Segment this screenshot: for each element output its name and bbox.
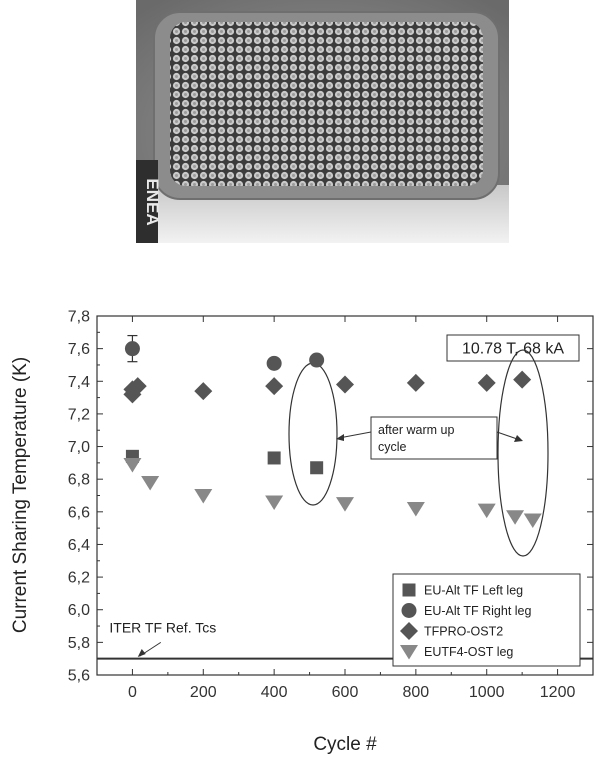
annotation-box: after warm up cycle	[336, 416, 523, 460]
data-point	[406, 502, 425, 517]
tcs-chart: 5,6 5,8 6,0 6,2 6,4 6,6 6,8 7,0 7,2 7,4 7,6 7,8 0 20…	[10, 309, 594, 755]
y-axis-ticks: 5,6 5,8 6,0 6,2 6,4 6,6 6,8 7,0 7,2 7,4 7,6 7,8	[68, 309, 593, 685]
y-tick-label: 6,0	[68, 602, 90, 619]
x-tick-label: 800	[403, 684, 430, 701]
data-point	[194, 489, 213, 504]
legend-marker	[402, 583, 416, 597]
enea-logo: ENEA	[143, 178, 162, 225]
warmup-ellipse-right	[497, 349, 549, 557]
y-tick-label: 7,8	[68, 309, 90, 326]
y-tick-label: 7,6	[68, 341, 90, 358]
y-tick-label: 6,8	[68, 472, 90, 489]
data-point	[406, 373, 425, 392]
data-point	[128, 377, 147, 396]
data-point	[336, 497, 354, 512]
data-point	[477, 373, 496, 392]
data-point	[523, 513, 542, 528]
legend-label: EUTF4-OST leg	[424, 645, 513, 659]
series-4	[123, 457, 542, 528]
x-tick-label: 1200	[540, 684, 576, 701]
y-tick-label: 6,2	[68, 570, 90, 587]
legend-marker	[400, 645, 418, 660]
legend: EU-Alt TF Left leg EU-Alt TF Right leg TFP…	[392, 573, 581, 667]
condition-label: 10.78 T, 68 kA	[462, 341, 564, 358]
data-series	[123, 334, 542, 528]
x-tick-label: 1000	[469, 684, 505, 701]
data-point	[266, 355, 282, 371]
data-point	[336, 375, 354, 394]
warmup-ellipse-left	[288, 362, 338, 506]
series-2	[124, 334, 325, 371]
legend-marker	[400, 622, 418, 640]
data-point	[477, 503, 496, 519]
data-point	[310, 461, 324, 475]
x-tick-label: 0	[128, 684, 137, 701]
conductor-cross-section-photo: ENEA	[136, 0, 509, 243]
x-tick-label: 600	[332, 684, 359, 701]
data-point	[123, 457, 142, 473]
series-3	[123, 370, 532, 404]
reference-line-label: ITER TF Ref. Tcs	[109, 620, 216, 636]
annotation-line2: cycle	[378, 440, 407, 454]
x-tick-label: 200	[190, 684, 217, 701]
data-point	[265, 495, 284, 511]
data-point	[513, 370, 532, 389]
x-axis-label: Cycle #	[313, 734, 377, 755]
legend-label: TFPRO-OST2	[424, 625, 503, 639]
annotation-line1: after warm up	[378, 423, 454, 437]
y-tick-label: 6,4	[68, 537, 90, 554]
data-point	[141, 475, 160, 491]
y-tick-label: 7,0	[68, 439, 90, 456]
y-tick-label: 7,4	[68, 374, 90, 391]
y-tick-label: 5,6	[68, 668, 90, 685]
condition-box: 10.78 T, 68 kA	[446, 334, 580, 362]
data-point	[267, 451, 281, 465]
data-point	[309, 352, 325, 368]
legend-label: EU-Alt TF Right leg	[424, 604, 531, 618]
y-tick-label: 7,2	[68, 406, 90, 423]
x-axis-ticks: 0 200 400 600 800 1000 1200	[128, 316, 575, 701]
series-1	[125, 449, 324, 475]
legend-marker	[401, 603, 417, 618]
y-tick-label: 5,8	[68, 635, 90, 652]
data-point	[194, 382, 213, 401]
data-point	[265, 377, 284, 396]
legend-label: EU-Alt TF Left leg	[424, 584, 523, 598]
data-point	[124, 341, 140, 357]
reference-arrow-head	[137, 649, 146, 658]
x-tick-label: 400	[261, 684, 288, 701]
y-axis-label: Current Sharing Temperature (K)	[10, 357, 31, 633]
y-tick-label: 6,6	[68, 504, 90, 521]
data-point	[506, 510, 525, 525]
